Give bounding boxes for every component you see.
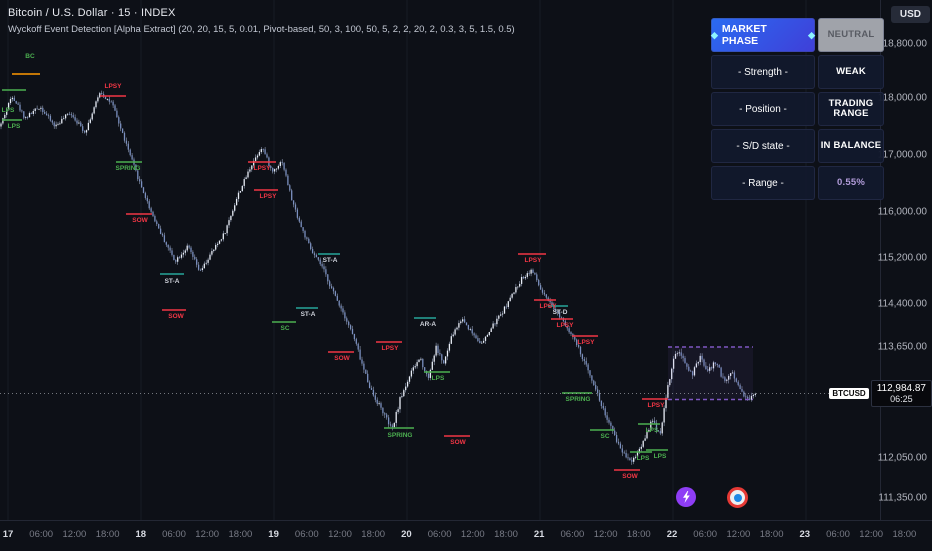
time-axis-label: 22 (666, 529, 678, 540)
target-button[interactable] (727, 487, 748, 508)
last-price-symbol: BTCUSD (829, 388, 869, 399)
wyckoff-event-label: LPS (637, 455, 650, 462)
wyckoff-event-label: LPS (654, 453, 667, 460)
time-axis-label: 06:00 (826, 529, 850, 540)
price-axis-label: 113,650.00 (877, 341, 927, 353)
price-axis-separator (880, 0, 881, 520)
wyckoff-event-label: SOW (334, 355, 350, 362)
time-axis-label: 18 (135, 529, 147, 540)
price-axis-label: 115,200.00 (877, 252, 927, 264)
position-value: TRADING RANGE (818, 92, 884, 126)
last-price-badge: BTCUSD 112,984.87 06:25 (829, 380, 932, 407)
wyckoff-event-label: ST-A (301, 311, 316, 318)
time-axis-label: 06:00 (427, 529, 452, 540)
wyckoff-event-label: SOW (450, 439, 466, 446)
diamond-icon: ◆ (808, 29, 815, 40)
strength-value: WEAK (818, 55, 884, 89)
time-axis-label: 06:00 (162, 529, 186, 540)
target-icon (733, 493, 742, 502)
indicator-title[interactable]: Wyckoff Event Detection [Alpha Extract] … (8, 24, 515, 35)
wyckoff-event-label: LPSY (105, 83, 123, 90)
wyckoff-event-label: LPS (646, 427, 659, 434)
bar-countdown: 06:25 (890, 394, 913, 404)
time-axis-label: 23 (799, 529, 811, 540)
market-phase-value: NEUTRAL (818, 18, 884, 52)
wyckoff-event-label: LPSY (525, 257, 543, 264)
lightning-button[interactable] (676, 487, 696, 507)
time-axis-label: 06:00 (294, 529, 319, 540)
wyckoff-event-label: ST-A (323, 257, 338, 264)
time-axis-label: 06:00 (29, 529, 54, 540)
wyckoff-event-label: SC (600, 433, 609, 440)
sd-state-label: - S/D state - (711, 129, 815, 163)
time-axis-label: 18:00 (494, 529, 518, 540)
time-axis-label: 17 (2, 529, 14, 540)
time-axis[interactable]: 17 06:00 12:00 18:00 18 06:00 12:00 18:00 19 06:0… (0, 520, 932, 551)
position-label: - Position - (711, 92, 815, 126)
wyckoff-event-label: SOW (168, 313, 184, 320)
wyckoff-event-label: ST-A (165, 278, 180, 285)
market-phase-panel: ◆ MARKET PHASE ◆ NEUTRAL - Strength - WE… (711, 18, 884, 200)
time-axis-label: 12:00 (328, 529, 352, 540)
price-axis-label: 118,000.00 (877, 92, 927, 104)
price-axis-label: 112,050.00 (877, 452, 927, 464)
time-axis-label: 18:00 (892, 529, 917, 540)
wyckoff-event-label: LPS (2, 107, 15, 114)
wyckoff-event-label: SC (280, 325, 289, 332)
wyckoff-event-label: AR-A (420, 321, 437, 328)
time-axis-label: 12:00 (62, 529, 87, 540)
wyckoff-event-label: BC (25, 53, 35, 60)
range-label: - Range - (711, 166, 815, 200)
last-price-value: 112,984.87 (876, 383, 926, 394)
wyckoff-event-label: LPSY (557, 322, 575, 329)
market-phase-title: MARKET PHASE (721, 23, 767, 47)
wyckoff-event-label: LPS (432, 375, 445, 382)
price-axis-label: 114,400.00 (877, 298, 927, 310)
range-value: 0.55% (818, 166, 884, 200)
time-axis-label: 18:00 (361, 529, 386, 540)
wyckoff-event-label: ST-D (553, 309, 568, 316)
time-axis-label: 12:00 (195, 529, 220, 540)
wyckoff-event-label: SPRING (566, 396, 591, 403)
time-axis-label: 06:00 (560, 529, 585, 540)
wyckoff-event-label: SPRING (116, 165, 141, 172)
strength-label: - Strength - (711, 55, 815, 89)
time-axis-label: 20 (401, 529, 412, 540)
sd-state-value: IN BALANCE (818, 129, 884, 163)
wyckoff-event-label: SPRING (388, 432, 413, 439)
wyckoff-event-label: LPSY (578, 339, 596, 346)
wyckoff-event-label: SOW (132, 217, 148, 224)
lightning-icon (683, 491, 690, 503)
wyckoff-event-label: LPSY (540, 303, 558, 310)
price-axis-label: 111,350.00 (878, 492, 927, 504)
price-axis-label: 118,800.00 (877, 38, 927, 50)
wyckoff-event-label: LPSY (382, 345, 400, 352)
currency-toggle-usd[interactable]: USD (890, 6, 930, 23)
price-axis[interactable]: 118,800.00 118,000.00 117,000.00 116,000.00… (877, 0, 932, 520)
price-axis-label: 116,000.00 (877, 206, 927, 218)
wyckoff-event-label: LPS (8, 123, 21, 130)
time-axis-label: 18:00 (228, 529, 253, 540)
time-axis-label: 12:00 (859, 529, 884, 540)
symbol-title[interactable]: Bitcoin / U.S. Dollar · 15 · INDEX (8, 7, 176, 19)
market-phase-header: ◆ MARKET PHASE ◆ (711, 18, 815, 52)
wyckoff-event-label: LPSY (260, 193, 278, 200)
wyckoff-event-label: LPSY (648, 402, 666, 409)
price-axis-label: 117,000.00 (877, 149, 927, 161)
diamond-icon: ◆ (711, 29, 718, 40)
time-axis-label: 19 (268, 529, 279, 540)
time-axis-label: 12:00 (593, 529, 618, 540)
chart-legend: Bitcoin / U.S. Dollar · 15 · INDEX Wycko… (8, 7, 515, 35)
time-axis-label: 18:00 (626, 529, 651, 540)
time-axis-label: 18:00 (95, 529, 120, 540)
time-axis-label: 06:00 (693, 529, 718, 540)
wyckoff-event-label: SOW (622, 473, 638, 480)
time-axis-label: 21 (533, 529, 545, 540)
time-axis-label: 18:00 (759, 529, 784, 540)
wyckoff-event-label: LPSY (254, 165, 272, 172)
time-axis-label: 12:00 (460, 529, 485, 540)
time-axis-label: 12:00 (726, 529, 751, 540)
